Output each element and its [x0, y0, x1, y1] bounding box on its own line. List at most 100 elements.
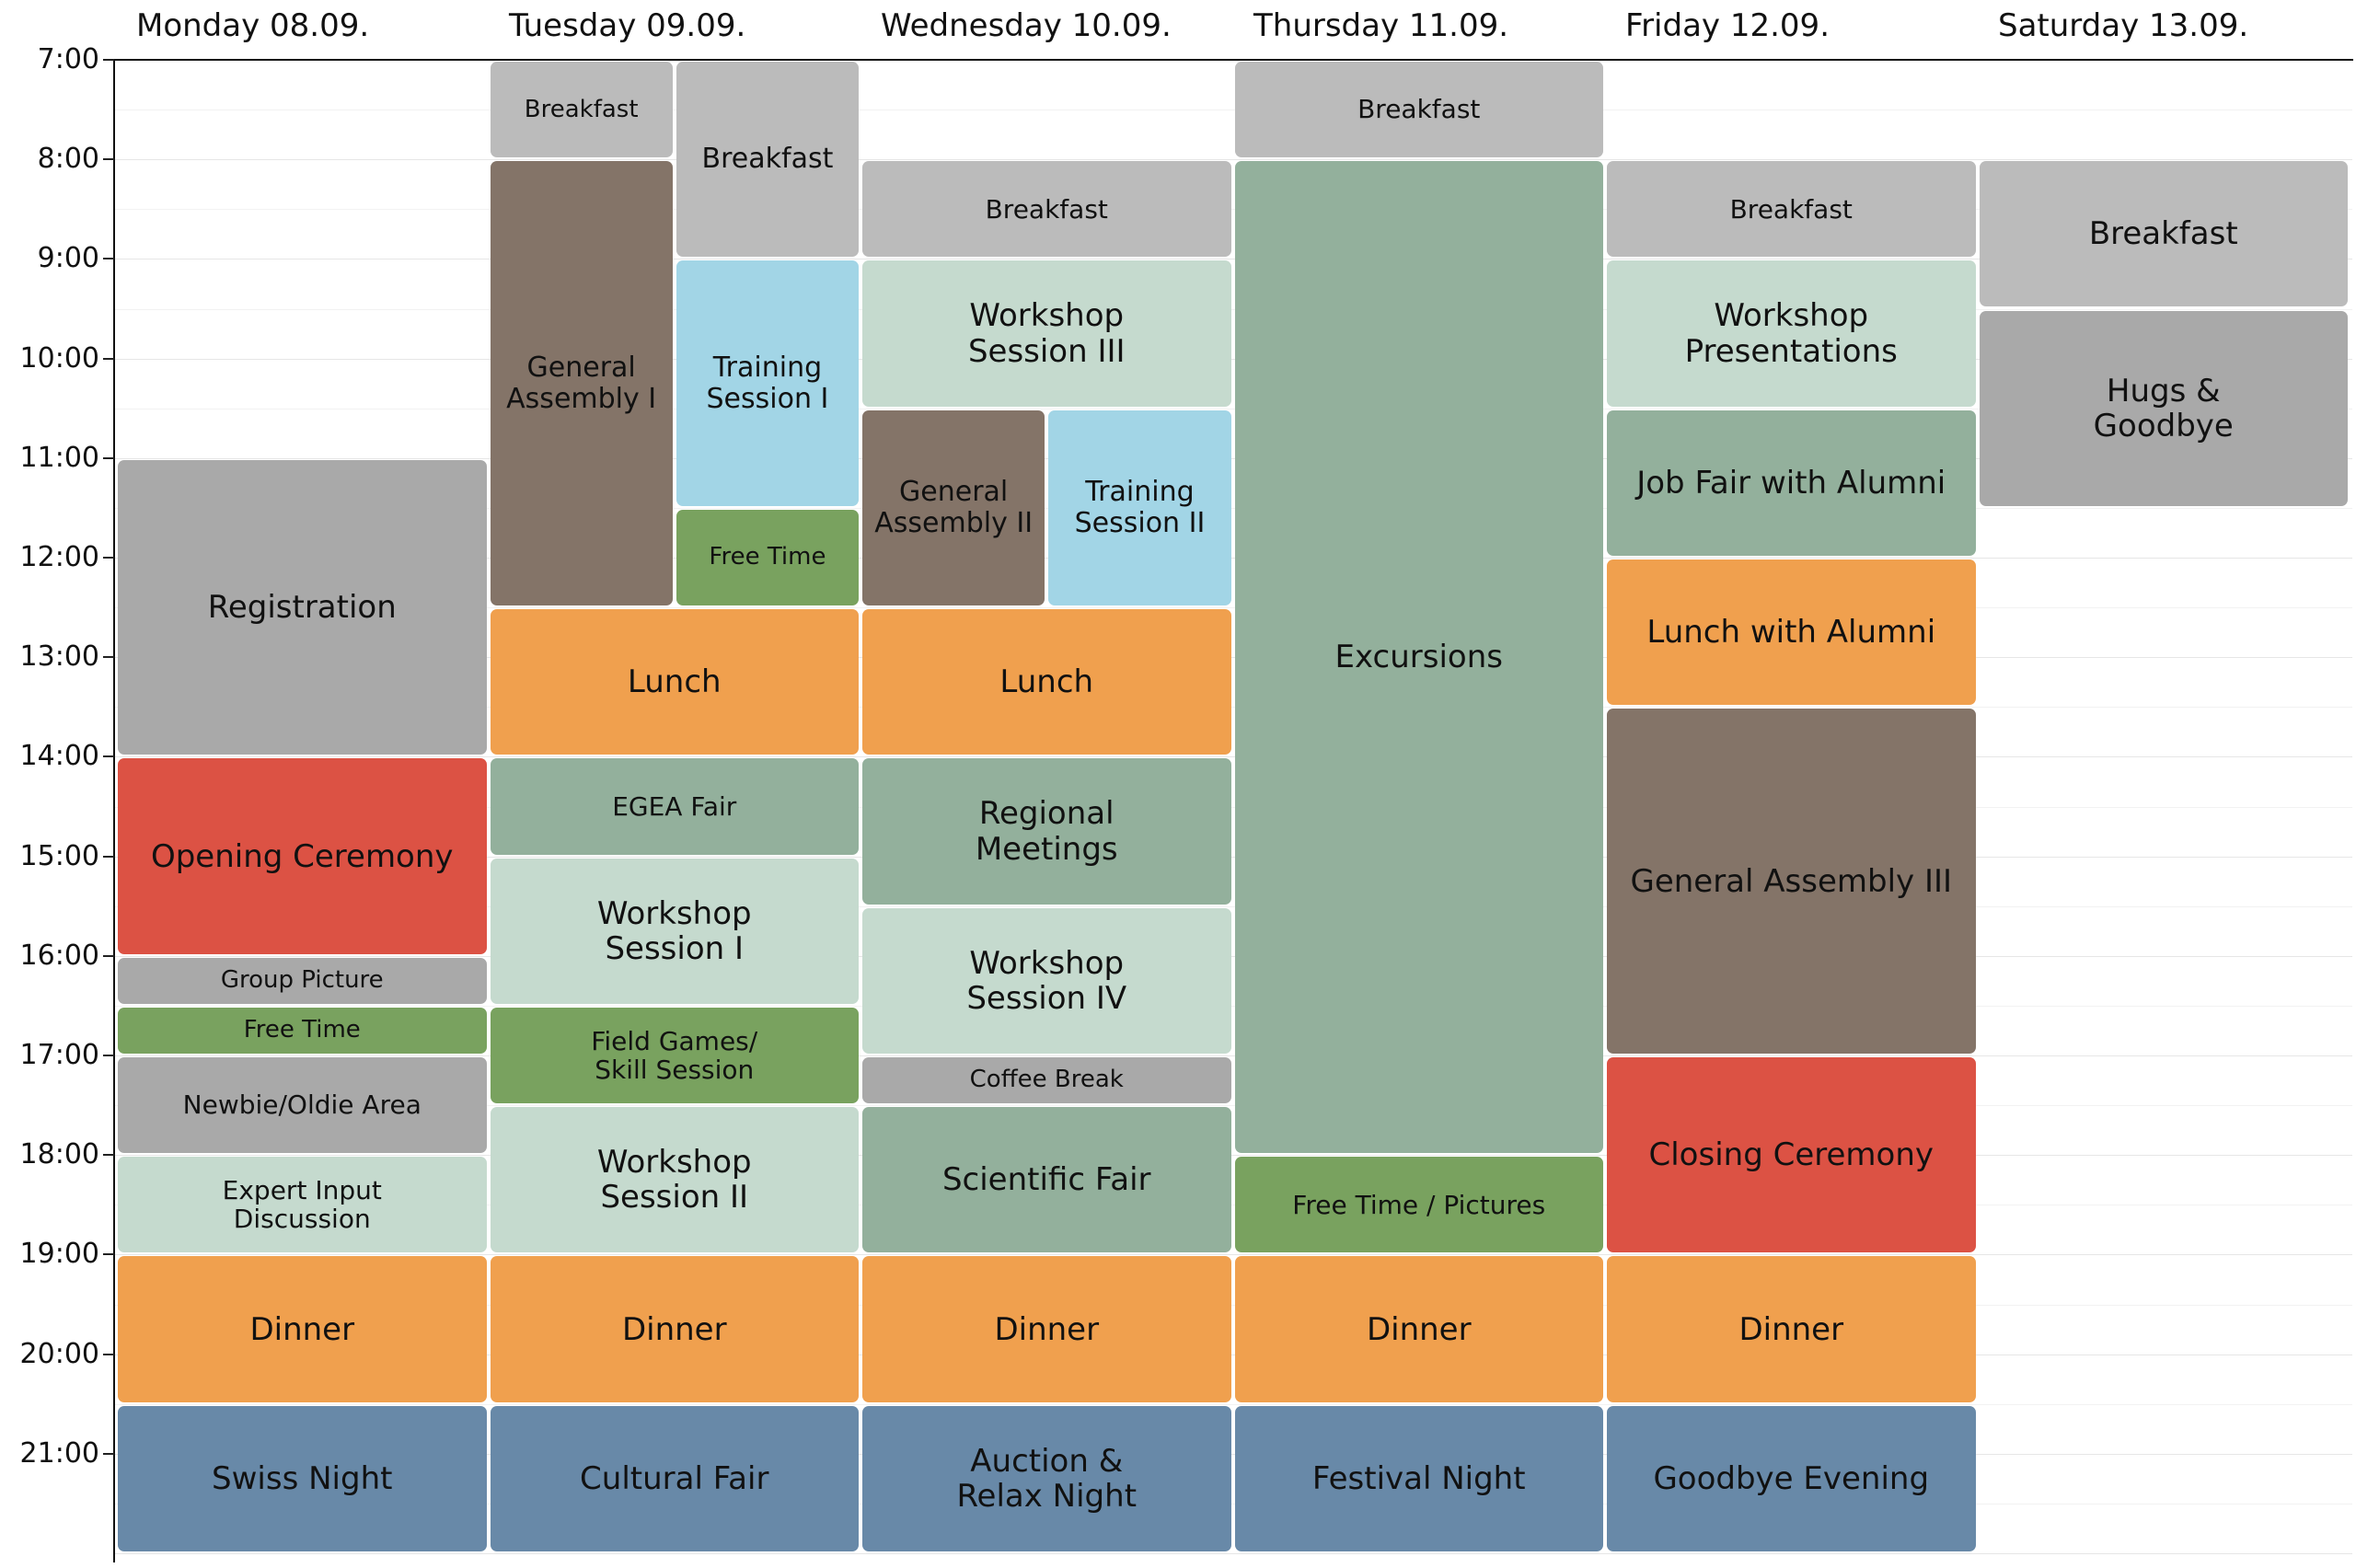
hour-tick: [103, 656, 114, 658]
event-job-fair-with-alumni[interactable]: Job Fair with Alumni: [1607, 409, 1976, 556]
event-workshop-session-i[interactable]: Workshop Session I: [490, 858, 859, 1004]
half-hour-gridline: [114, 1105, 2352, 1106]
event-title: Breakfast: [2088, 215, 2238, 253]
event-workshop-session-iv[interactable]: Workshop Session IV: [862, 907, 1231, 1054]
event-title: Dinner: [621, 1310, 727, 1348]
event-cultural-fair[interactable]: Cultural Fair: [490, 1405, 859, 1551]
half-hour-gridline: [114, 508, 2352, 509]
event-title: Excursions: [1334, 639, 1503, 676]
event-general-assembly-iii[interactable]: General Assembly III: [1607, 709, 1976, 1054]
hour-label: 14:00: [19, 740, 99, 772]
event-opening-ceremony[interactable]: Opening Ceremony: [118, 758, 487, 954]
hour-label: 9:00: [37, 242, 99, 274]
day-header: Thursday 11.09.: [1253, 7, 1509, 44]
event-title: Hugs & Goodbye: [2093, 372, 2234, 444]
day-header: Saturday 13.09.: [1998, 7, 2249, 44]
event-workshop-presentations[interactable]: Workshop Presentations: [1607, 260, 1976, 407]
event-training-session-ii[interactable]: Training Session II: [1048, 409, 1231, 606]
event-field-games-skill-session[interactable]: Field Games/ Skill Session: [490, 1007, 859, 1104]
event-lunch[interactable]: Lunch: [862, 609, 1231, 755]
event-title: Dinner: [1738, 1310, 1844, 1348]
event-free-time[interactable]: Free Time: [118, 1007, 487, 1054]
hour-label: 16:00: [19, 940, 99, 972]
event-title: Breakfast: [524, 95, 639, 123]
hour-gridline: [114, 558, 2352, 559]
event-title: Dinner: [1366, 1310, 1472, 1348]
event-auction-relax-night[interactable]: Auction & Relax Night: [862, 1405, 1231, 1551]
event-title: Expert Input Discussion: [222, 1174, 382, 1235]
event-title: Workshop Session I: [596, 894, 752, 967]
event-title: Auction & Relax Night: [956, 1442, 1138, 1515]
event-title: Job Fair with Alumni: [1636, 464, 1946, 502]
event-workshop-session-ii[interactable]: Workshop Session II: [490, 1107, 859, 1253]
hour-label: 21:00: [19, 1437, 99, 1470]
hour-tick: [103, 1154, 114, 1156]
event-general-assembly-ii[interactable]: General Assembly II: [862, 409, 1045, 606]
event-swiss-night[interactable]: Swiss Night: [118, 1405, 487, 1551]
hour-gridline: [114, 657, 2352, 658]
day-header: Tuesday 09.09.: [509, 7, 746, 44]
event-general-assembly-i[interactable]: General Assembly I: [490, 161, 673, 606]
event-registration[interactable]: Registration: [118, 459, 487, 755]
event-title: Group Picture: [220, 966, 384, 995]
event-scientific-fair[interactable]: Scientific Fair: [862, 1107, 1231, 1253]
hour-label: 12:00: [19, 541, 99, 573]
event-festival-night[interactable]: Festival Night: [1234, 1405, 1603, 1551]
hour-label: 13:00: [19, 640, 99, 673]
event-goodbye-evening[interactable]: Goodbye Evening: [1607, 1405, 1976, 1551]
event-dinner[interactable]: Dinner: [490, 1256, 859, 1402]
event-dinner[interactable]: Dinner: [862, 1256, 1231, 1402]
event-title: Opening Ceremony: [150, 837, 454, 875]
half-hour-gridline: [114, 1006, 2352, 1007]
event-dinner[interactable]: Dinner: [1234, 1256, 1603, 1402]
event-title: EGEA Fair: [612, 790, 737, 822]
event-title: Closing Ceremony: [1648, 1136, 1934, 1174]
half-hour-gridline: [114, 707, 2352, 708]
event-breakfast[interactable]: Breakfast: [862, 161, 1231, 258]
event-expert-input-discussion[interactable]: Expert Input Discussion: [118, 1157, 487, 1253]
hour-tick: [103, 457, 114, 459]
event-breakfast[interactable]: Breakfast: [676, 62, 860, 258]
hour-gridline: [114, 1155, 2352, 1156]
event-title: Regional Meetings: [975, 795, 1118, 868]
hour-tick: [103, 1354, 114, 1355]
event-breakfast[interactable]: Breakfast: [490, 62, 673, 158]
half-hour-gridline: [114, 1504, 2352, 1505]
day-header: Monday 08.09.: [136, 7, 370, 44]
event-workshop-session-iii[interactable]: Workshop Session III: [862, 260, 1231, 407]
event-lunch-with-alumni[interactable]: Lunch with Alumni: [1607, 559, 1976, 706]
hour-gridline: [114, 956, 2352, 957]
event-group-picture[interactable]: Group Picture: [118, 957, 487, 1004]
event-title: Scientific Fair: [941, 1161, 1151, 1199]
half-hour-gridline: [114, 1404, 2352, 1405]
event-excursions[interactable]: Excursions: [1234, 161, 1603, 1154]
event-free-time-pictures[interactable]: Free Time / Pictures: [1234, 1157, 1603, 1253]
event-closing-ceremony[interactable]: Closing Ceremony: [1607, 1057, 1976, 1253]
hour-gridline: [114, 359, 2352, 360]
event-title: Free Time / Pictures: [1292, 1189, 1546, 1220]
event-newbie-oldie-area[interactable]: Newbie/Oldie Area: [118, 1057, 487, 1154]
half-hour-gridline: [114, 607, 2352, 608]
top-axis-line: [113, 59, 2353, 61]
hour-tick: [103, 258, 114, 259]
event-breakfast[interactable]: Breakfast: [1234, 62, 1603, 158]
event-title: Breakfast: [701, 143, 834, 176]
hour-tick: [103, 1055, 114, 1056]
hour-label: 7:00: [37, 43, 99, 75]
event-coffee-break[interactable]: Coffee Break: [862, 1057, 1231, 1104]
event-dinner[interactable]: Dinner: [118, 1256, 487, 1402]
event-title: Free Time: [243, 1016, 361, 1044]
event-lunch[interactable]: Lunch: [490, 609, 859, 755]
event-egea-fair[interactable]: EGEA Fair: [490, 758, 859, 855]
event-regional-meetings[interactable]: Regional Meetings: [862, 758, 1231, 905]
event-training-session-i[interactable]: Training Session I: [676, 260, 860, 506]
event-title: Registration: [207, 589, 397, 627]
event-dinner[interactable]: Dinner: [1607, 1256, 1976, 1402]
event-breakfast[interactable]: Breakfast: [1979, 161, 2348, 307]
event-free-time[interactable]: Free Time: [676, 509, 860, 606]
event-hugs-goodbye[interactable]: Hugs & Goodbye: [1979, 310, 2348, 506]
day-header: Wednesday 10.09.: [881, 7, 1172, 44]
event-title: Festival Night: [1311, 1459, 1526, 1497]
event-title: Lunch: [627, 663, 722, 701]
event-breakfast[interactable]: Breakfast: [1607, 161, 1976, 258]
